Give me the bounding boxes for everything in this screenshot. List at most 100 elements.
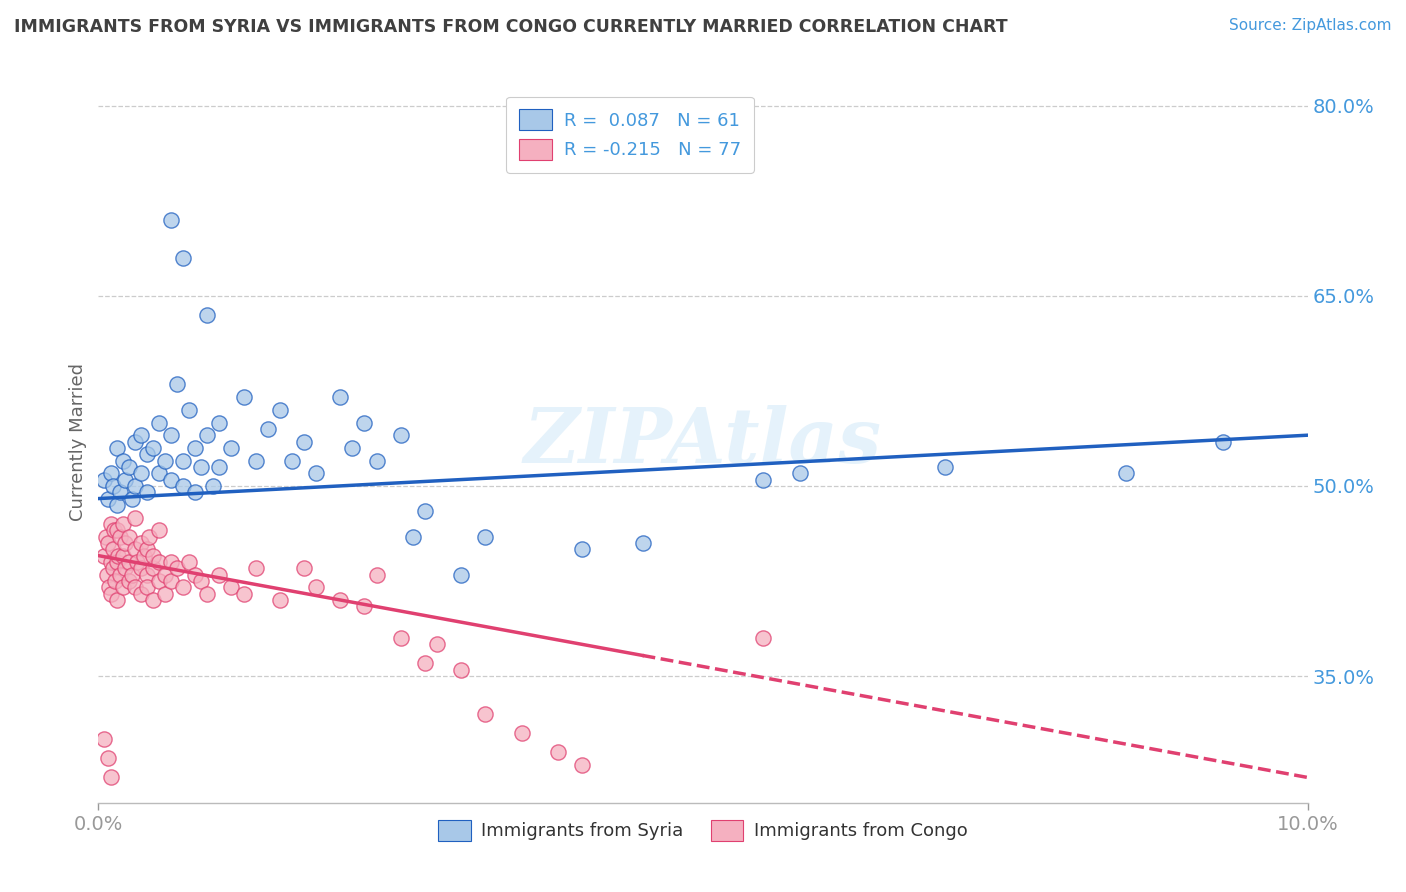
Point [166,377,188,392]
Point [153,587,176,601]
Point [104,574,127,588]
Point [94,530,117,544]
Point [195,308,218,322]
Point [127,555,149,569]
Point [93,473,115,487]
Point [142,561,165,575]
Point [474,707,496,722]
Point [121,567,143,582]
Point [202,479,225,493]
Point [160,212,183,227]
Point [342,441,364,455]
Point [305,580,328,594]
Point [129,536,152,550]
Point [184,441,207,455]
Point [142,593,165,607]
Point [195,587,218,601]
Point [93,549,115,563]
Point [426,637,449,651]
Point [93,732,115,747]
Point [190,459,212,474]
Point [97,536,120,550]
Point [1212,434,1234,449]
Point [172,479,194,493]
Point [232,587,254,601]
Point [111,453,134,467]
Point [97,491,120,506]
Point [208,567,231,582]
Point [121,491,143,506]
Point [129,561,152,575]
Point [571,757,593,772]
Point [366,453,388,467]
Point [281,453,304,467]
Point [101,479,124,493]
Point [135,580,157,594]
Point [118,530,141,544]
Point [221,580,243,594]
Point [148,555,170,569]
Point [135,447,157,461]
Point [124,510,146,524]
Point [292,561,315,575]
Point [111,549,134,563]
Point [114,536,136,550]
Point [100,555,122,569]
Point [118,459,141,474]
Point [124,542,146,557]
Point [108,567,131,582]
Point [100,516,122,531]
Point [129,428,152,442]
Text: IMMIGRANTS FROM SYRIA VS IMMIGRANTS FROM CONGO CURRENTLY MARRIED CORRELATION CHA: IMMIGRANTS FROM SYRIA VS IMMIGRANTS FROM… [14,18,1008,36]
Point [172,453,194,467]
Point [160,555,183,569]
Point [184,485,207,500]
Text: ZIPAtlas: ZIPAtlas [524,405,882,478]
Point [179,555,201,569]
Point [118,574,141,588]
Point [256,422,278,436]
Point [631,536,654,550]
Point [100,771,122,785]
Point [292,434,315,449]
Point [160,428,183,442]
Point [103,523,125,537]
Point [195,428,218,442]
Point [221,441,243,455]
Point [105,523,128,537]
Point [269,593,291,607]
Point [135,567,157,582]
Point [98,580,121,594]
Point [245,561,267,575]
Point [105,498,128,512]
Point [413,504,436,518]
Point [160,574,183,588]
Point [114,561,136,575]
Point [134,549,156,563]
Point [108,485,131,500]
Point [269,402,291,417]
Point [402,530,425,544]
Legend: Immigrants from Syria, Immigrants from Congo: Immigrants from Syria, Immigrants from C… [430,813,976,848]
Point [389,631,412,645]
Point [160,473,183,487]
Point [172,251,194,265]
Point [245,453,267,467]
Point [148,574,170,588]
Point [108,530,131,544]
Y-axis label: Currently Married: Currently Married [69,362,87,521]
Point [101,561,124,575]
Point [153,567,176,582]
Point [105,555,128,569]
Point [305,467,328,481]
Point [100,587,122,601]
Point [129,467,152,481]
Point [138,530,160,544]
Point [510,726,533,740]
Point [111,516,134,531]
Point [124,434,146,449]
Point [450,663,472,677]
Text: Source: ZipAtlas.com: Source: ZipAtlas.com [1229,18,1392,33]
Point [100,467,122,481]
Point [329,390,352,404]
